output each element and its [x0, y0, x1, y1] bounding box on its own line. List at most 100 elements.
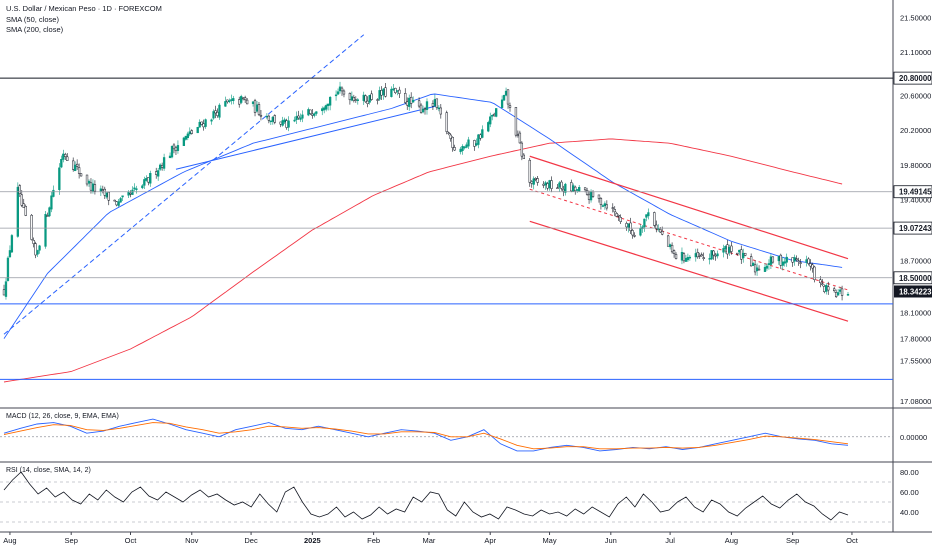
- candle-body: [8, 250, 12, 258]
- candle-body: [619, 217, 622, 222]
- candle-body: [22, 203, 25, 208]
- candle-body: [176, 145, 180, 151]
- candle-body: [214, 110, 217, 114]
- candle-body: [797, 260, 800, 263]
- candle-body: [431, 103, 435, 107]
- candle-body: [477, 134, 480, 145]
- candle-body: [825, 284, 828, 292]
- trendline[interactable]: [529, 188, 849, 291]
- trendline[interactable]: [529, 155, 849, 260]
- level-label: 20.80000: [899, 74, 932, 83]
- candle-body: [168, 155, 172, 159]
- candle-body: [753, 264, 757, 273]
- level-label: 19.07243: [899, 224, 932, 233]
- candle-body: [170, 145, 174, 158]
- candle-body: [740, 249, 743, 260]
- candle-body: [174, 147, 178, 152]
- y-tick-label: 21.50000: [900, 13, 931, 22]
- candle-body: [668, 244, 672, 248]
- candle-body: [115, 201, 118, 206]
- candle-body: [74, 164, 77, 172]
- candle-body: [160, 165, 164, 168]
- candle-body: [631, 230, 634, 236]
- candle-body: [550, 180, 553, 189]
- candle-body: [238, 99, 241, 105]
- candle-body: [840, 288, 844, 296]
- candle-body: [338, 86, 342, 92]
- candle-body: [89, 182, 93, 191]
- candle-body: [354, 99, 357, 101]
- candle-body: [791, 257, 794, 263]
- candle-body: [253, 100, 257, 113]
- candle-body: [384, 87, 387, 97]
- candle-body: [269, 120, 272, 123]
- trendline[interactable]: [3, 34, 365, 335]
- candle-body: [425, 101, 429, 110]
- candle-body: [730, 245, 733, 252]
- candle-body: [546, 183, 549, 189]
- candle-body: [392, 88, 395, 91]
- candle-body: [20, 194, 23, 206]
- candle-body: [307, 109, 310, 116]
- candle-body: [716, 253, 719, 257]
- candle-body: [155, 171, 158, 175]
- y-tick-label: 19.40000: [900, 196, 931, 205]
- candle-body: [202, 123, 205, 128]
- candle-body: [445, 112, 448, 132]
- candle-body: [694, 253, 697, 258]
- candle-body: [370, 93, 373, 100]
- candle-body: [674, 254, 678, 259]
- candle-body: [135, 188, 138, 190]
- candle-body: [653, 212, 656, 226]
- candle-body: [686, 257, 690, 261]
- sma50-legend: SMA (50, close): [6, 14, 59, 24]
- candle-body: [301, 114, 304, 119]
- candle-body: [212, 111, 215, 119]
- x-tick-label: Feb: [367, 536, 380, 545]
- candle-body: [603, 203, 607, 207]
- candle-body: [657, 228, 660, 230]
- candle-body: [157, 170, 160, 177]
- candle-body: [670, 244, 674, 253]
- candle-body: [143, 179, 146, 186]
- candle-body: [188, 131, 191, 135]
- candle-body: [757, 268, 761, 271]
- candle-body: [232, 98, 235, 102]
- candle-body: [625, 223, 628, 228]
- y-tick-label: 17.80000: [900, 335, 931, 344]
- candle-body: [255, 104, 259, 112]
- trendline[interactable]: [175, 105, 437, 170]
- candle-body: [453, 147, 456, 151]
- candle-body: [380, 90, 383, 96]
- candle-body: [459, 148, 462, 153]
- candle-body: [186, 133, 189, 139]
- rsi-series-line: [3, 471, 849, 521]
- macd-series-signal: [3, 422, 849, 450]
- candle-body: [311, 113, 314, 116]
- candle-body: [382, 88, 385, 96]
- candle-body: [279, 121, 282, 125]
- candle-body: [410, 96, 413, 104]
- trendline[interactable]: [529, 220, 849, 322]
- candle-body: [589, 191, 593, 201]
- candle-body: [376, 99, 379, 101]
- candle-body: [327, 103, 330, 106]
- candle-body: [323, 107, 326, 111]
- x-tick-label: Aug: [725, 536, 738, 545]
- candle-body: [813, 266, 816, 280]
- candle-body: [267, 115, 271, 121]
- candle-body: [79, 173, 83, 177]
- candle-body: [362, 94, 365, 101]
- candle-body: [4, 281, 8, 297]
- candle-body: [461, 146, 464, 151]
- candle-body: [218, 104, 221, 118]
- candle-body: [799, 262, 802, 264]
- candle-body: [149, 172, 152, 184]
- candle-body: [32, 240, 35, 244]
- y-tick-label: 21.10000: [900, 48, 931, 57]
- candle-body: [190, 130, 193, 134]
- candle-body: [574, 186, 577, 192]
- x-tick-label: Oct: [125, 536, 138, 545]
- candle-body: [60, 158, 63, 168]
